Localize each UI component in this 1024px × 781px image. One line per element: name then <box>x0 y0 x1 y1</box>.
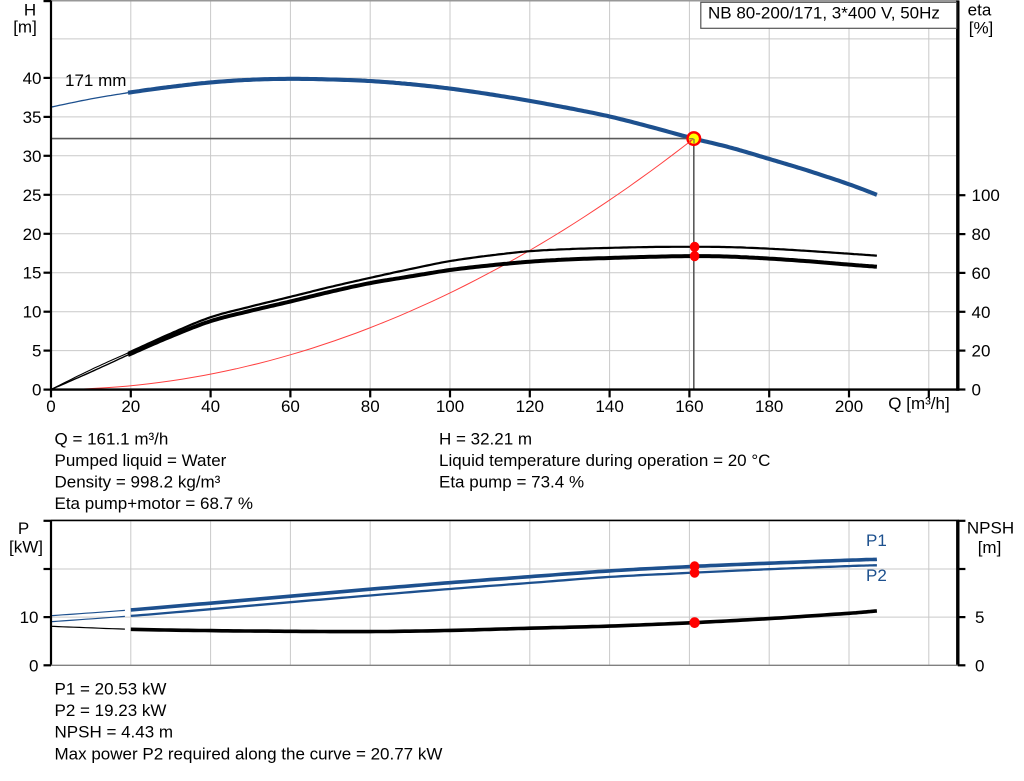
svg-text:[m]: [m] <box>13 18 37 37</box>
svg-text:60: 60 <box>972 264 991 283</box>
svg-text:P: P <box>18 519 29 538</box>
svg-text:Max power P2 required along th: Max power P2 required along the curve = … <box>55 744 443 763</box>
svg-text:200: 200 <box>835 397 863 416</box>
svg-text:Pumped liquid = Water: Pumped liquid = Water <box>55 451 227 470</box>
svg-text:0: 0 <box>32 381 41 400</box>
svg-text:NPSH: NPSH <box>967 519 1014 538</box>
svg-text:Density = 998.2 kg/m³: Density = 998.2 kg/m³ <box>55 473 221 492</box>
svg-text:171 mm: 171 mm <box>65 71 126 90</box>
svg-text:20: 20 <box>23 225 42 244</box>
svg-text:40: 40 <box>201 397 220 416</box>
svg-text:P2 = 19.23 kW: P2 = 19.23 kW <box>55 701 167 720</box>
svg-text:140: 140 <box>595 397 623 416</box>
svg-text:Q [m³/h]: Q [m³/h] <box>888 394 949 413</box>
svg-text:Eta pump = 73.4 %: Eta pump = 73.4 % <box>439 473 584 492</box>
svg-text:0: 0 <box>975 656 984 675</box>
svg-text:20: 20 <box>972 342 991 361</box>
svg-text:H: H <box>24 1 36 20</box>
svg-text:180: 180 <box>755 397 783 416</box>
svg-text:10: 10 <box>23 303 42 322</box>
svg-text:20: 20 <box>121 397 140 416</box>
svg-text:0: 0 <box>972 381 981 400</box>
svg-text:Eta pump+motor = 68.7 %: Eta pump+motor = 68.7 % <box>55 494 253 513</box>
svg-text:NB 80-200/171, 3*400 V, 50Hz: NB 80-200/171, 3*400 V, 50Hz <box>708 3 940 22</box>
svg-text:5: 5 <box>975 608 984 627</box>
svg-text:35: 35 <box>23 108 42 127</box>
svg-text:eta: eta <box>968 1 992 20</box>
svg-text:30: 30 <box>23 147 42 166</box>
svg-text:NPSH = 4.43 m: NPSH = 4.43 m <box>55 723 174 742</box>
svg-text:P1: P1 <box>866 531 887 550</box>
svg-text:P2: P2 <box>866 566 887 585</box>
svg-text:160: 160 <box>675 397 703 416</box>
svg-text:5: 5 <box>32 342 41 361</box>
svg-text:120: 120 <box>516 397 544 416</box>
svg-text:60: 60 <box>281 397 300 416</box>
svg-text:15: 15 <box>23 264 42 283</box>
svg-text:80: 80 <box>972 225 991 244</box>
svg-text:[kW]: [kW] <box>9 538 43 557</box>
svg-text:P1 = 20.53 kW: P1 = 20.53 kW <box>55 680 167 699</box>
svg-text:0: 0 <box>46 397 55 416</box>
svg-text:[m]: [m] <box>978 538 1002 557</box>
svg-text:10: 10 <box>20 608 39 627</box>
svg-text:80: 80 <box>361 397 380 416</box>
svg-text:0: 0 <box>29 656 38 675</box>
svg-text:40: 40 <box>972 303 991 322</box>
svg-text:[%]: [%] <box>969 18 994 37</box>
svg-text:Q = 161.1 m³/h: Q = 161.1 m³/h <box>55 429 169 448</box>
svg-text:100: 100 <box>972 186 1000 205</box>
svg-text:100: 100 <box>436 397 464 416</box>
svg-text:H = 32.21 m: H = 32.21 m <box>439 429 532 448</box>
svg-text:25: 25 <box>23 186 42 205</box>
svg-text:Liquid temperature during oper: Liquid temperature during operation = 20… <box>439 451 770 470</box>
svg-text:40: 40 <box>23 69 42 88</box>
